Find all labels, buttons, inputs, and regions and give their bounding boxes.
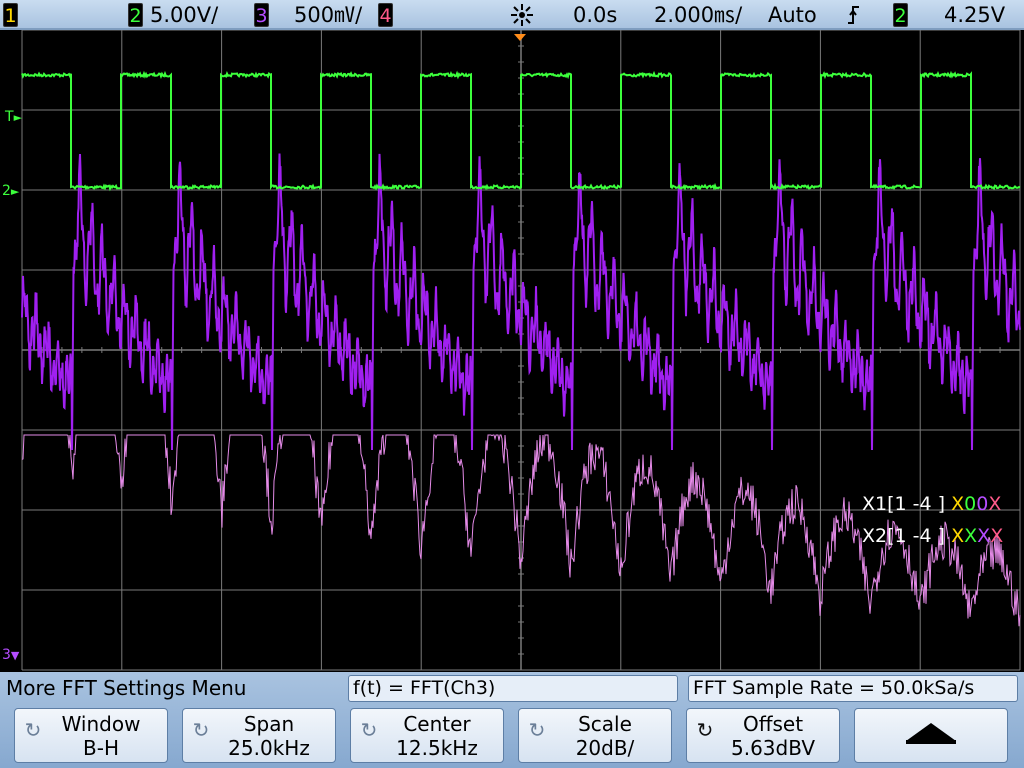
softkey-value: 5.63dBV [730,736,815,760]
window-softkey[interactable]: ↻ Window B-H [14,708,168,763]
softkey-value: 12.5kHz [396,736,478,760]
entry-knob-icon: ↻ [528,718,546,742]
cursor-x1-state-4: X [988,493,1002,515]
channel-3-scale: 500㎷/ [294,3,363,27]
cursor-x2-state-4: X [990,525,1004,547]
channel-2-trace [21,70,1021,192]
trigger-delay-marker [514,34,526,41]
softkey-value: 20dB/ [575,736,635,760]
cursor-x2-row: X2[1 -4 ] XXXX [862,520,1003,552]
channel-4-badge[interactable]: 4 [378,3,393,27]
scale-softkey[interactable]: ↻ Scale 20dB/ [518,708,672,763]
softkey-menu: More FFT Settings Menu f(t) = FFT(Ch3) F… [0,672,1024,768]
softkey-value: 25.0kHz [228,736,310,760]
channel-3-badge[interactable]: 3 [254,3,269,27]
trigger-source-badge[interactable]: 2 [893,3,908,27]
cursor-x2-label: X2[1 -4 ] [862,525,946,547]
graticule [21,30,1021,671]
span-softkey[interactable]: ↻ Span 25.0kHz [182,708,336,763]
entry-knob-icon: ↻ [360,718,378,742]
softkey-label: Offset [742,712,804,736]
fft-sample-rate-box: FFT Sample Rate = 50.0kSa/s [688,675,1018,702]
channel-3-trace [21,153,1021,451]
cursor-x1-row: X1[1 -4 ] X00X [862,488,1003,520]
softkey-label: Scale [578,712,632,736]
cursor-x1-state-1: X [951,493,965,515]
menu-title: More FFT Settings Menu [6,676,247,700]
waveform-display[interactable]: T► 2► 3▼ X1[1 -4 ] X00X X2[1 -4 ] XXXX [0,30,1024,672]
entry-knob-icon: ↻ [192,718,210,742]
softkey-value: B-H [83,736,119,760]
back-softkey[interactable] [854,708,1008,763]
offset-softkey[interactable]: ↻ Offset 5.63dBV [686,708,840,763]
channel-2-badge[interactable]: 2 [128,3,143,27]
back-arrow-icon [855,719,1007,754]
status-bar: 1 2 5.00V/ 3 500㎷/ 4 0.0s 2.000㎳/ Auto 2… [0,0,1024,30]
cursor-x1-state-2: 0 [964,493,977,515]
softkey-label: Window [61,712,141,736]
trigger-level: 4.25V [944,3,1006,27]
cursor-x2-state-1: X [951,525,965,547]
channel-1-badge[interactable]: 1 [3,3,18,27]
channel-2-ground-marker[interactable]: 2► [2,183,20,199]
softkey-label: Span [243,712,295,736]
softkey-label: Center [403,712,471,736]
cursor-x1-label: X1[1 -4 ] [862,493,946,515]
center-softkey[interactable]: ↻ Center 12.5kHz [350,708,504,763]
math-function-box: f(t) = FFT(Ch3) [348,675,678,702]
run-star-icon [508,1,536,35]
channel-2-scale: 5.00V/ [150,3,219,27]
cursor-x2-state-2: X [964,525,978,547]
cursor-x2-state-3: X [977,525,991,547]
cursor-x1-state-3: 0 [976,493,989,515]
time-scale: 2.000㎳/ [654,3,743,27]
rising-edge-icon [846,3,862,33]
entry-knob-icon: ↻ [696,718,714,742]
entry-knob-icon: ↻ [24,718,42,742]
trigger-mode: Auto [768,3,817,27]
time-delay: 0.0s [573,3,618,27]
math-fft-trace [21,434,1021,627]
channel-3-ground-marker[interactable]: 3▼ [2,647,20,663]
trigger-level-marker[interactable]: T► [5,109,23,125]
cursor-readout: X1[1 -4 ] X00X X2[1 -4 ] XXXX [862,488,1003,552]
